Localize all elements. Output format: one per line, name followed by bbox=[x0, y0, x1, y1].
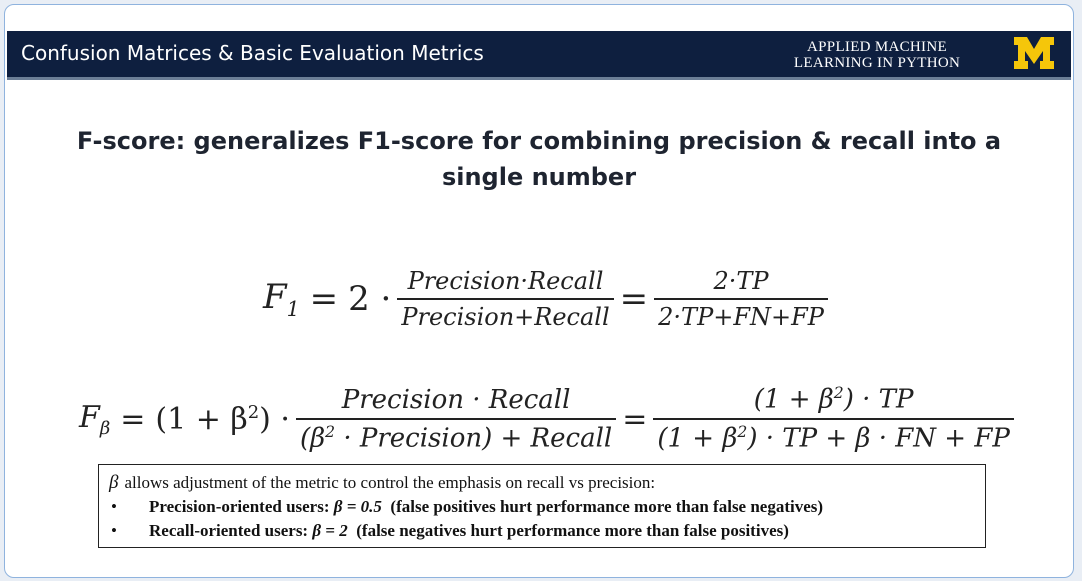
fbeta-fraction-2-numerator: (1 + β2) · TP bbox=[753, 384, 914, 415]
f1-coefficient: 2 · bbox=[348, 279, 392, 319]
list-item-recall-oriented: Recall-oriented users: β = 2 (false nega… bbox=[109, 519, 975, 543]
course-name: APPLIED MACHINE LEARNING IN PYTHON bbox=[777, 39, 977, 71]
fbeta-fraction-1-denominator: (β2 · Precision) + Recall bbox=[299, 422, 613, 454]
fbeta-lhs: Fβ bbox=[79, 399, 111, 439]
fbeta-fraction-1-numerator: Precision · Recall bbox=[341, 384, 571, 415]
block-m-logo bbox=[1014, 37, 1054, 69]
fbeta-coefficient: (1 + β2) · bbox=[155, 401, 290, 437]
beta-note-text: allows adjustment of the metric to contr… bbox=[124, 473, 656, 492]
list-item-precision-oriented: Precision-oriented users: β = 0.5 (false… bbox=[109, 495, 975, 519]
header-title: Confusion Matrices & Basic Evaluation Me… bbox=[21, 41, 484, 65]
f1-fraction-1-denominator: Precision+Recall bbox=[401, 303, 610, 331]
slide-frame: Confusion Matrices & Basic Evaluation Me… bbox=[4, 4, 1074, 578]
beta-symbol: β bbox=[109, 472, 119, 493]
fbeta-equation: Fβ = (1 + β2) · Precision · Recall (β2 ·… bbox=[79, 379, 1020, 459]
fbeta-fraction-2: (1 + β2) · TP (1 + β2) · TP + β · FN + F… bbox=[653, 384, 1014, 454]
beta-note-list: Precision-oriented users: β = 0.5 (false… bbox=[109, 495, 975, 543]
course-name-line1: APPLIED MACHINE bbox=[807, 39, 947, 55]
f1-fraction-1-numerator: Precision·Recall bbox=[407, 267, 604, 295]
f1-fraction-1: Precision·Recall Precision+Recall bbox=[397, 267, 614, 331]
course-name-line2: LEARNING IN PYTHON bbox=[793, 55, 961, 71]
f1-fraction-2-numerator: 2·TP bbox=[713, 267, 769, 295]
beta-note-intro: β allows adjustment of the metric to cont… bbox=[109, 471, 975, 495]
f1-fraction-2-denominator: 2·TP+FN+FP bbox=[658, 303, 824, 331]
f1-fraction-2: 2·TP 2·TP+FN+FP bbox=[654, 267, 828, 331]
header-bar: Confusion Matrices & Basic Evaluation Me… bbox=[7, 31, 1071, 80]
fbeta-equals-2: = bbox=[622, 401, 648, 437]
f1-equals-2: = bbox=[619, 279, 649, 319]
slide-title-line2: single number bbox=[441, 163, 637, 191]
f1-equals: = bbox=[309, 279, 339, 319]
slide-title: F-score: generalizes F1-score for combin… bbox=[45, 123, 1033, 195]
beta-note-box: β allows adjustment of the metric to cont… bbox=[98, 464, 986, 548]
slide-title-line1: F-score: generalizes F1-score for combin… bbox=[76, 127, 1002, 155]
f1-equation: F1 = 2 · Precision·Recall Precision+Reca… bbox=[263, 259, 834, 339]
fbeta-fraction-2-denominator: (1 + β2) · TP + β · FN + FP bbox=[657, 423, 1010, 454]
fbeta-equals: = bbox=[120, 401, 146, 437]
f1-lhs: F1 bbox=[263, 277, 300, 321]
fbeta-fraction-1: Precision · Recall (β2 · Precision) + Re… bbox=[295, 384, 617, 454]
